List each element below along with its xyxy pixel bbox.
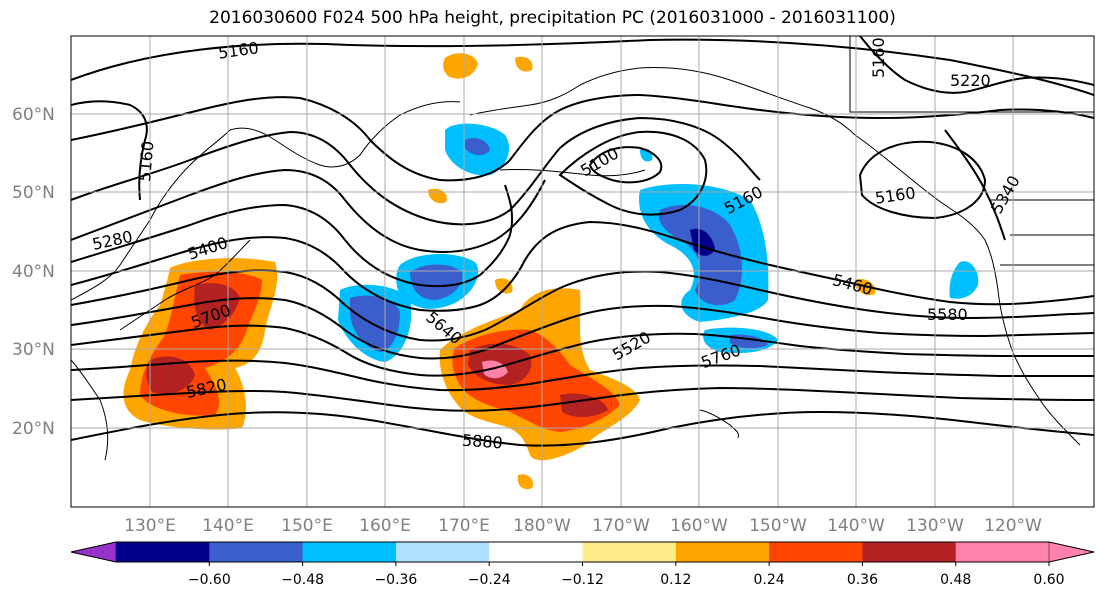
contour-line bbox=[944, 129, 1006, 241]
lon-label: 140°W bbox=[827, 516, 885, 536]
colorbar-extend-high bbox=[1048, 541, 1095, 563]
contour-line bbox=[71, 93, 1094, 182]
colorbar-tick-label: 0.60 bbox=[1033, 572, 1064, 588]
contour-line bbox=[71, 184, 514, 288]
hawaii-islands bbox=[699, 409, 739, 439]
na-west-coastline bbox=[854, 134, 1081, 446]
contour-line bbox=[588, 146, 663, 184]
lat-label: 60°N bbox=[12, 105, 55, 125]
anomaly-area bbox=[443, 53, 478, 79]
lon-label: 130°W bbox=[906, 516, 964, 536]
colorbar-segment bbox=[302, 542, 397, 562]
lat-label: 50°N bbox=[12, 183, 55, 203]
colorbar-tick-label: −0.48 bbox=[281, 572, 324, 588]
colorbar-segment bbox=[675, 542, 770, 562]
lon-label: 130°E bbox=[124, 516, 176, 536]
map-title: 2016030600 F024 500 hPa height, precipit… bbox=[209, 8, 896, 28]
lat-label: 30°N bbox=[12, 340, 55, 360]
lon-label: 150°W bbox=[749, 516, 807, 536]
lon-label: 150°E bbox=[281, 516, 333, 536]
colorbar-segment bbox=[862, 542, 957, 562]
anomaly-area bbox=[495, 278, 513, 294]
longitude-labels: 130°E 140°E 150°E 160°E 170°E 180°W 170°… bbox=[124, 516, 1042, 536]
anomaly-area bbox=[350, 295, 400, 352]
contour-line bbox=[71, 359, 1094, 392]
colorbar-tick-label: −0.60 bbox=[188, 572, 231, 588]
colorbar-segment bbox=[955, 542, 1050, 562]
contour-line bbox=[71, 386, 1094, 412]
contour-line bbox=[858, 140, 987, 220]
colorbar-segment bbox=[489, 542, 583, 562]
lat-label: 40°N bbox=[12, 262, 55, 282]
colorbar-tick-label: −0.12 bbox=[561, 572, 604, 588]
anomaly-area bbox=[658, 205, 742, 306]
contour-line bbox=[71, 168, 546, 253]
contour-label: 5220 bbox=[950, 71, 991, 90]
anomaly-area bbox=[194, 283, 240, 330]
contour-label: 5160 bbox=[135, 140, 157, 182]
alaska-coastline bbox=[469, 67, 856, 136]
contour-label: 5160 bbox=[869, 37, 888, 78]
colorbar-extend-low bbox=[70, 541, 117, 563]
map-frame bbox=[70, 35, 1095, 508]
positive-anomaly-areas bbox=[123, 53, 876, 490]
anomaly-area bbox=[517, 474, 534, 490]
anomaly-area bbox=[515, 56, 533, 72]
lon-label: 160°E bbox=[359, 516, 411, 536]
colorbar-tick-label: −0.24 bbox=[468, 572, 511, 588]
colorbar-segment bbox=[582, 542, 677, 562]
contour-line bbox=[71, 410, 1094, 447]
anomaly-area bbox=[482, 360, 508, 379]
contour-label: 5580 bbox=[927, 305, 968, 324]
contour-line bbox=[71, 269, 1094, 342]
contour-line bbox=[558, 130, 708, 216]
lon-label: 120°W bbox=[984, 516, 1042, 536]
anomaly-area bbox=[410, 264, 463, 300]
aleutian-chain bbox=[499, 168, 646, 177]
colorbar-segment bbox=[116, 542, 210, 562]
lon-label: 160°W bbox=[670, 516, 728, 536]
contour-line bbox=[71, 100, 148, 201]
colorbar-tick-label: 0.12 bbox=[660, 572, 691, 588]
lon-label: 170°E bbox=[438, 516, 490, 536]
colorbar-tick-labels: −0.60 −0.48 −0.36 −0.24 −0.12 0.12 0.24 0.36 0.4… bbox=[188, 562, 1065, 588]
colorbar-segment bbox=[769, 542, 863, 562]
colorbar bbox=[70, 541, 1095, 563]
lat-label: 20°N bbox=[12, 419, 55, 439]
graticule bbox=[71, 36, 1094, 507]
contour-line bbox=[71, 296, 1094, 360]
colorbar-tick-label: 0.48 bbox=[940, 572, 971, 588]
lon-label: 180°W bbox=[513, 516, 571, 536]
anomaly-area bbox=[146, 356, 195, 395]
lon-label: 170°W bbox=[592, 516, 650, 536]
latitude-labels: 60°N 50°N 40°N 30°N 20°N bbox=[12, 105, 55, 439]
contour-line bbox=[859, 36, 1094, 94]
contour-label: 5880 bbox=[461, 431, 503, 453]
colorbar-segment bbox=[209, 542, 304, 562]
contour-line bbox=[71, 116, 761, 226]
kamchatka-coastline bbox=[229, 101, 461, 168]
contour-line bbox=[71, 220, 1094, 312]
lon-label: 140°E bbox=[202, 516, 254, 536]
contour-line bbox=[71, 324, 1094, 377]
anomaly-area bbox=[465, 138, 490, 156]
height-contours bbox=[71, 36, 1094, 447]
japan-coastline bbox=[119, 239, 251, 331]
colorbar-tick-label: 0.24 bbox=[754, 572, 785, 588]
contour-line bbox=[71, 38, 1094, 96]
colorbar-tick-label: 0.36 bbox=[847, 572, 878, 588]
colorbar-segment bbox=[395, 542, 490, 562]
colorbar-frame bbox=[70, 541, 1095, 563]
colorbar-tick-label: −0.36 bbox=[374, 572, 417, 588]
